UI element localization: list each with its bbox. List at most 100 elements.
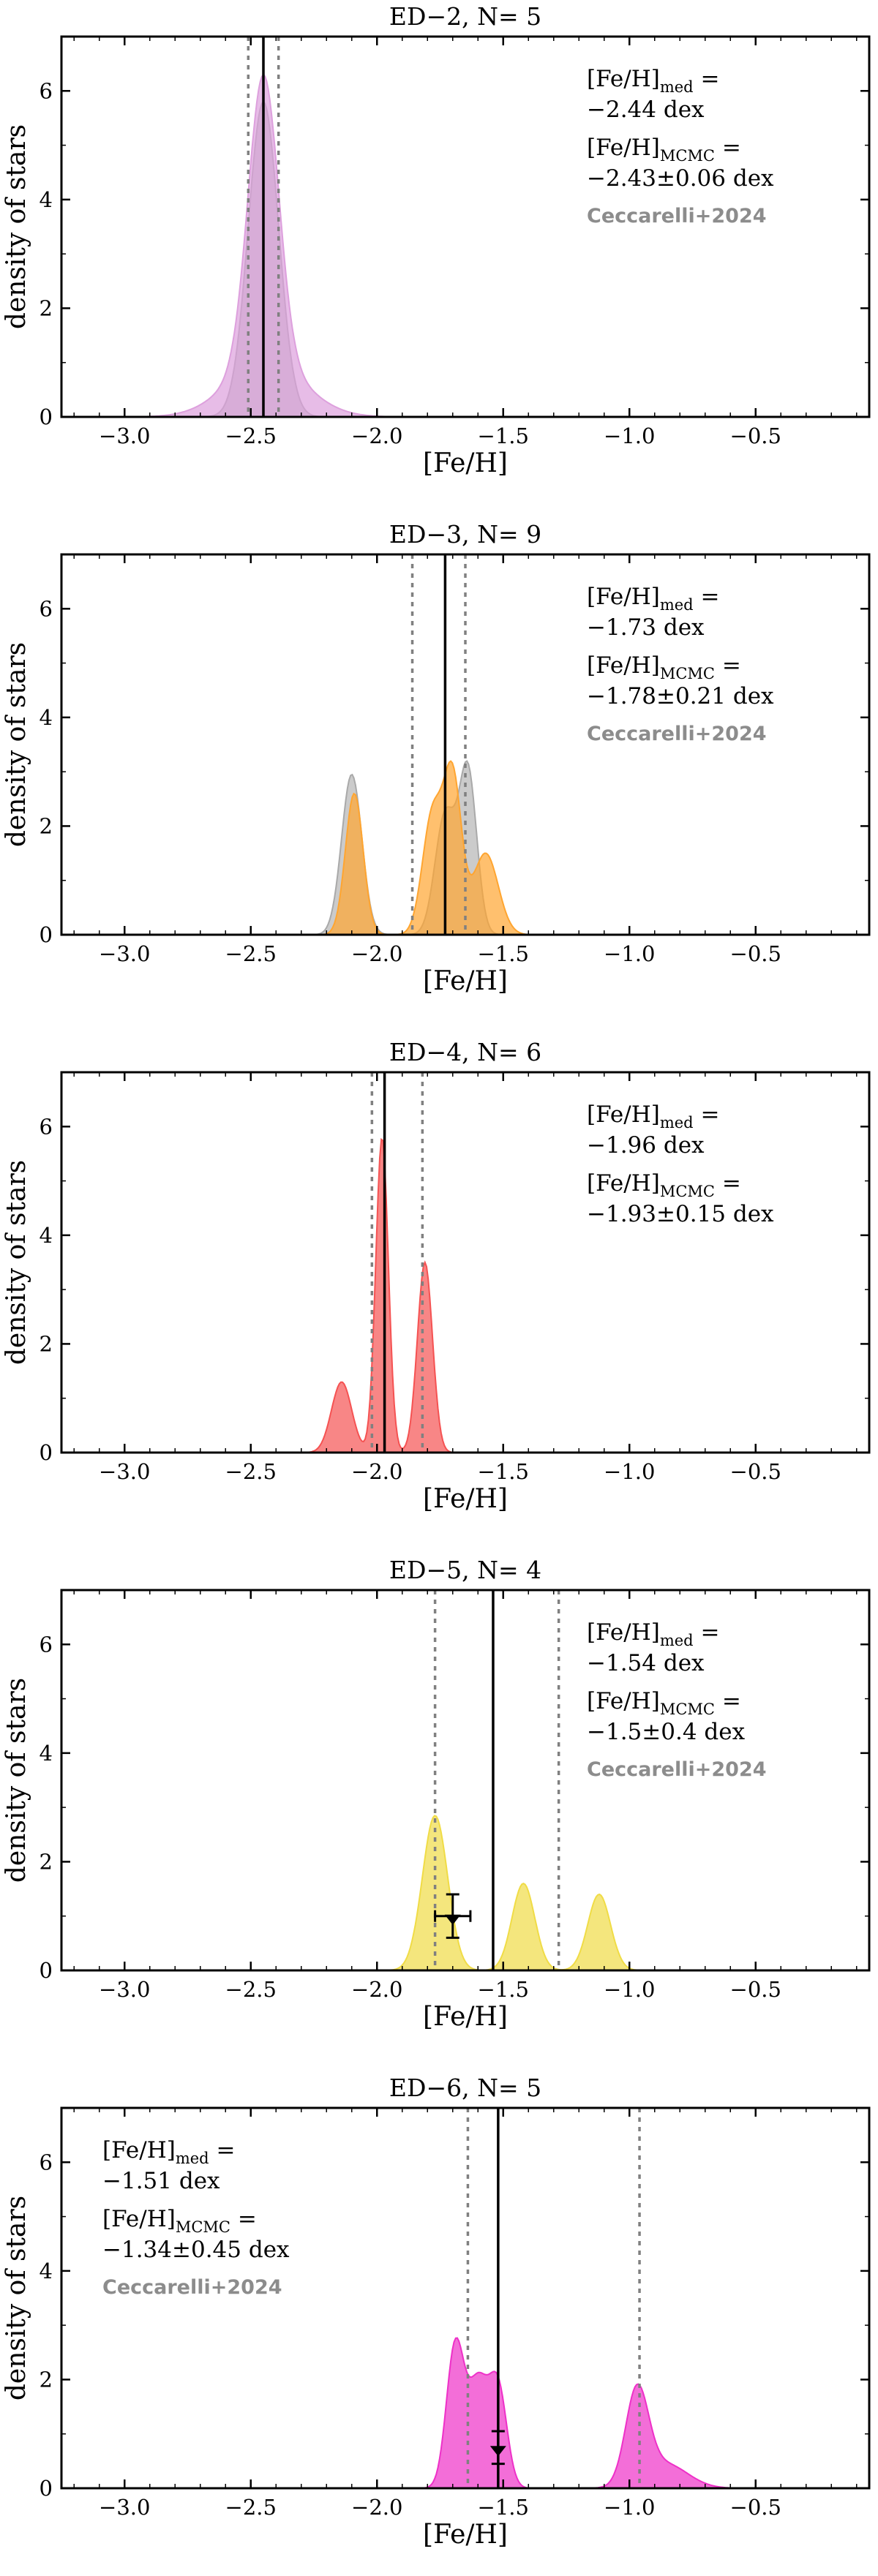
y-tick-label: 2	[40, 2367, 53, 2392]
density-line-sample	[61, 73, 869, 417]
x-tick-label: −1.5	[478, 1459, 529, 1484]
axes-frame	[60, 553, 871, 936]
x-tick-label: −3.0	[99, 1977, 150, 2002]
y-tick-label: 0	[40, 2476, 53, 2501]
annotation-block: [Fe/H]med =−1.73 dex [Fe/H]MCMC =−1.78±0.…	[587, 584, 774, 745]
panel-ed-2: ED−2, N= 5 −3.0 −2.5 −2.0 −1.5 −1.0 −0.5 0 2 4 6 [F…	[1, 2, 871, 478]
annotation-line: −2.44 dex	[587, 97, 705, 123]
y-tick-label: 6	[40, 596, 53, 621]
panel-ed-4: ED−4, N= 6 −3.0 −2.5 −2.0 −1.5 −1.0 −0.5 0 2 4 6 [F…	[1, 1038, 871, 1514]
y-tick-label: 2	[40, 813, 53, 838]
annotation-line: [Fe/H]med =	[587, 1619, 719, 1649]
density-line-reference	[61, 100, 869, 417]
chart-title: ED−3, N= 9	[389, 520, 541, 549]
y-tick-label: 4	[40, 1223, 53, 1248]
chart-title: ED−6, N= 5	[389, 2074, 541, 2102]
density-area-reference	[61, 102, 869, 417]
x-tick-label: −0.5	[730, 1459, 781, 1484]
x-tick-label: −2.5	[225, 1459, 277, 1484]
density-line-reference	[61, 760, 869, 935]
density-area-sample	[61, 1139, 869, 1453]
annotation-block: [Fe/H]med =−1.51 dex [Fe/H]MCMC =−1.34±0.…	[102, 2137, 290, 2299]
annotation-block: [Fe/H]med =−1.54 dex [Fe/H]MCMC =−1.5±0.4…	[587, 1619, 767, 1781]
y-tick-label: 0	[40, 1440, 53, 1465]
x-tick-label: −3.0	[99, 1459, 150, 1484]
panel-ed-6: ED−6, N= 5 −3.0 −2.5 −2.0 −1.5 −1.0 −0.5 0 2 4 6 [F…	[1, 2074, 871, 2550]
x-tick-label: −0.5	[730, 941, 781, 966]
y-tick-label: 4	[40, 705, 53, 730]
panel-ed-5: ED−5, N= 4 −3.0 −2.5 −2.0 −1.5 −1.0 −0.5 0 2 4 6 [F…	[1, 1556, 871, 2032]
annotation-block: [Fe/H]med =−2.44 dex [Fe/H]MCMC =−2.43±0.…	[587, 66, 774, 227]
x-tick-label: −2.5	[225, 2495, 277, 2520]
x-tick-label: −3.0	[99, 2495, 150, 2520]
density-line-sample	[61, 1815, 869, 1970]
x-tick-label: −1.0	[604, 1977, 655, 2002]
error-bar	[434, 1893, 472, 1939]
y-tick-label: 2	[40, 1849, 53, 1874]
annotation-line: −1.93±0.15 dex	[587, 1201, 774, 1227]
curves	[61, 1137, 869, 1453]
curves	[61, 73, 869, 417]
y-tick-label: 4	[40, 187, 53, 212]
x-tick-label: −1.0	[604, 2495, 655, 2520]
x-tick-label: −1.5	[478, 1977, 529, 2002]
density-area-sample	[61, 2338, 869, 2488]
annotation-line: −1.34±0.45 dex	[102, 2237, 290, 2263]
y-tick-label: 4	[40, 2259, 53, 2283]
y-tick-label: 6	[40, 1632, 53, 1657]
reference-label: Ceccarelli+2024	[587, 205, 767, 227]
annotation-line: [Fe/H]MCMC =	[587, 1688, 741, 1718]
y-axis-label: density of stars	[1, 2196, 31, 2400]
y-axis-label: density of stars	[1, 1678, 31, 1883]
curves	[61, 2337, 869, 2488]
annotation-line: [Fe/H]med =	[587, 584, 719, 614]
y-tick-label: 0	[40, 404, 53, 429]
x-tick-label: −2.5	[225, 423, 277, 448]
annotation-line: −1.73 dex	[587, 614, 705, 641]
x-tick-label: −2.0	[351, 423, 402, 448]
chart-title: ED−4, N= 6	[389, 1038, 541, 1066]
reference-label: Ceccarelli+2024	[102, 2276, 282, 2299]
y-axis-label: density of stars	[1, 1160, 31, 1365]
density-area-sample	[61, 75, 869, 417]
y-tick-label: 2	[40, 1331, 53, 1356]
x-axis-label: [Fe/H]	[423, 966, 508, 996]
x-tick-label: −2.0	[351, 2495, 402, 2520]
annotation-line: [Fe/H]med =	[102, 2137, 235, 2167]
x-tick-label: −1.5	[478, 941, 529, 966]
y-axis-label: density of stars	[1, 642, 31, 847]
density-line-sample	[61, 1137, 869, 1453]
y-tick-label: 2	[40, 295, 53, 320]
annotation-line: [Fe/H]MCMC =	[102, 2206, 257, 2236]
axes-frame	[60, 1589, 871, 1972]
x-tick-label: −3.0	[99, 941, 150, 966]
x-tick-label: −3.0	[99, 423, 150, 448]
reference-label: Ceccarelli+2024	[587, 723, 767, 745]
annotation-line: −1.78±0.21 dex	[587, 683, 774, 709]
x-tick-label: −1.0	[604, 941, 655, 966]
annotation-line: −1.5±0.4 dex	[587, 1719, 746, 1745]
annotation-line: −2.43±0.06 dex	[587, 165, 774, 192]
reference-label: Ceccarelli+2024	[587, 1758, 767, 1781]
x-tick-label: −2.0	[351, 1977, 402, 2002]
error-bar	[489, 2430, 506, 2466]
annotation-line: −1.96 dex	[587, 1132, 705, 1159]
annotation-line: [Fe/H]MCMC =	[587, 135, 741, 165]
annotation-line: [Fe/H]MCMC =	[587, 1170, 741, 1200]
x-axis-label: [Fe/H]	[423, 2002, 508, 2032]
axes-frame	[60, 2106, 871, 2490]
annotation-line: [Fe/H]med =	[587, 1101, 719, 1131]
x-tick-label: −1.5	[478, 423, 529, 448]
chart-title: ED−2, N= 5	[389, 2, 541, 31]
y-tick-label: 0	[40, 922, 53, 947]
y-tick-label: 0	[40, 1958, 53, 1983]
annotation-line: [Fe/H]med =	[587, 66, 719, 96]
y-tick-label: 6	[40, 2150, 53, 2174]
annotation-line: −1.51 dex	[102, 2168, 220, 2194]
density-area-reference	[61, 761, 869, 935]
x-axis-label: [Fe/H]	[423, 2520, 508, 2550]
density-line-sample	[61, 760, 869, 935]
y-tick-label: 6	[40, 78, 53, 103]
